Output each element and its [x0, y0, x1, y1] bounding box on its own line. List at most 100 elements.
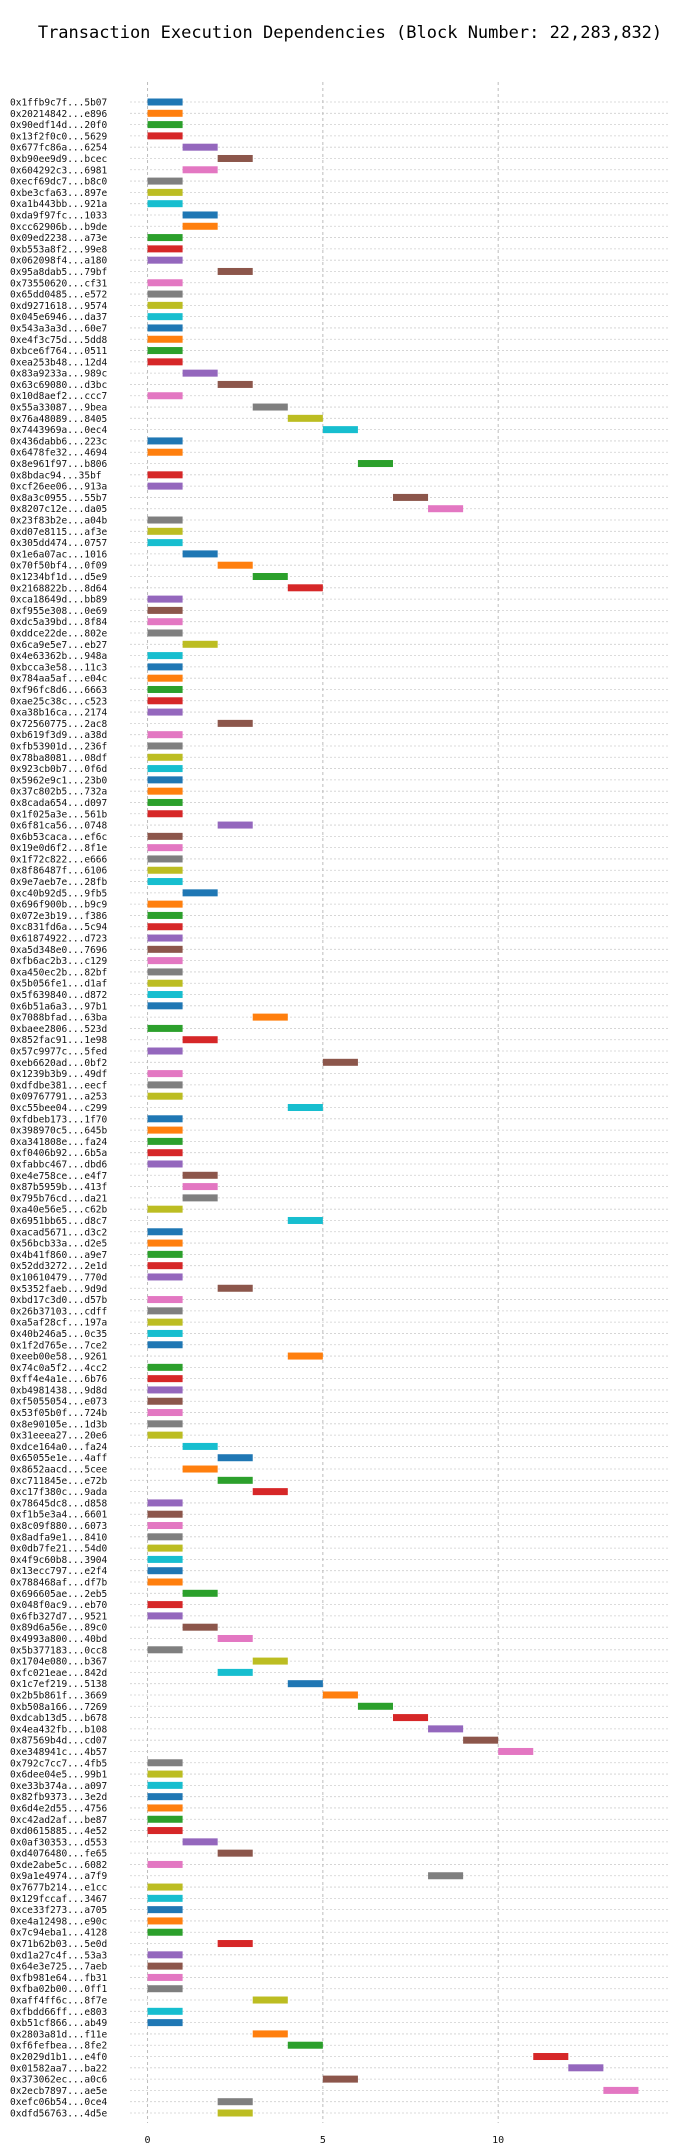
- transaction-bar: [147, 1883, 183, 1891]
- transaction-label: 0xf955e308...0e69: [10, 606, 108, 617]
- transaction-label: 0xdfdbe381...eecf: [10, 1080, 107, 1091]
- transaction-bar: [147, 708, 183, 716]
- transaction-bar: [147, 1262, 183, 1270]
- transaction-label: 0xd9271618...9574: [10, 301, 108, 312]
- transaction-label: 0xfb6ac2b3...c129: [10, 956, 108, 967]
- transaction-label: 0x2b5b861f...3669: [10, 1690, 108, 1701]
- transaction-label: 0xbcca3e58...11c3: [10, 662, 107, 673]
- transaction-bar: [428, 1872, 464, 1880]
- transaction-bar: [217, 2109, 253, 2117]
- transaction-bar: [568, 2064, 604, 2072]
- transaction-label: 0x64e3e725...7aeb: [10, 1962, 108, 1973]
- transaction-label: 0x072e3b19...f386: [10, 911, 108, 922]
- transaction-bar: [147, 301, 183, 309]
- transaction-bar: [147, 1612, 183, 1620]
- transaction-bar: [147, 1205, 183, 1213]
- transaction-bar: [322, 2075, 358, 2083]
- transaction-bar: [147, 177, 183, 185]
- transaction-bar: [147, 731, 183, 739]
- transaction-label: 0xb4981438...9d8d: [10, 1385, 107, 1396]
- transaction-bar: [217, 821, 253, 829]
- transaction-label: 0xda9f97fc...1033: [10, 210, 107, 221]
- transaction-label: 0xc831fd6a...5c94: [10, 922, 108, 933]
- transaction-bar: [147, 437, 183, 445]
- transaction-label: 0x37c802b5...732a: [10, 787, 107, 798]
- transaction-bar: [147, 1985, 183, 1993]
- transaction-bar: [182, 1465, 218, 1473]
- transaction-label: 0xeb6620ad...0bf2: [10, 1058, 107, 1069]
- transaction-bar: [498, 1747, 534, 1755]
- transaction-bar: [147, 313, 183, 321]
- transaction-label: 0x7677b214...e1cc: [10, 1883, 107, 1894]
- transaction-label: 0x78ba8081...08df: [10, 753, 107, 764]
- transaction-label: 0xaff4ff6c...8f7e: [10, 1996, 108, 2007]
- transaction-label: 0x6ca9e5e7...eb27: [10, 640, 107, 651]
- transaction-bar: [147, 527, 183, 535]
- transaction-label: 0xca18649d...bb89: [10, 595, 108, 606]
- transaction-bar: [147, 945, 183, 953]
- transaction-bar: [147, 132, 183, 140]
- transaction-label: 0xde2abe5c...6082: [10, 1860, 107, 1871]
- transaction-bar: [147, 923, 183, 931]
- transaction-label: 0x53f05b0f...724b: [10, 1408, 108, 1419]
- transaction-bar: [147, 991, 183, 999]
- transaction-label: 0xcf26ee06...913a: [10, 482, 107, 493]
- transaction-bar: [147, 1499, 183, 1507]
- transaction-label: 0xcc62906b...b9de: [10, 222, 108, 233]
- bars: [147, 98, 639, 2117]
- transaction-label: 0xfdbeb173...1f70: [10, 1114, 108, 1125]
- transaction-bar: [463, 1736, 499, 1744]
- transaction-bar: [147, 742, 183, 750]
- transaction-bar: [217, 154, 253, 162]
- transaction-label: 0x6b51a6a3...97b1: [10, 1001, 108, 1012]
- transaction-bar: [147, 516, 183, 524]
- transaction-label: 0x10610479...770d: [10, 1272, 107, 1283]
- transaction-label: 0x852fac91...1e98: [10, 1035, 108, 1046]
- transaction-bar: [147, 1793, 183, 1801]
- transaction-bar: [147, 1296, 183, 1304]
- transaction-bar: [147, 200, 183, 208]
- transaction-label: 0xea253b48...12d4: [10, 357, 108, 368]
- transaction-label: 0x65055e1e...4aff: [10, 1453, 107, 1464]
- transaction-bar: [147, 1363, 183, 1371]
- transaction-bar: [252, 1996, 288, 2004]
- transaction-label: 0xfbdd66ff...e803: [10, 2007, 107, 2018]
- transaction-bar: [147, 290, 183, 298]
- transaction-label: 0x57c9977c...5fed: [10, 1047, 107, 1058]
- transaction-bar: [603, 2086, 639, 2094]
- transaction-label: 0xbd17c3d0...d57b: [10, 1295, 108, 1306]
- transaction-label: 0x436dabb6...223c: [10, 436, 107, 447]
- transaction-bar: [147, 1522, 183, 1530]
- transaction-label: 0x6dee04e5...99b1: [10, 1770, 108, 1781]
- transaction-label: 0x788468af...df7b: [10, 1578, 108, 1589]
- transaction-bar: [217, 380, 253, 388]
- transaction-label: 0x65dd0485...e572: [10, 290, 107, 301]
- transaction-label: 0x09ed2238...a73e: [10, 233, 108, 244]
- transaction-label: 0xb51cf866...ab49: [10, 2018, 108, 2029]
- transaction-label: 0x5b377183...0cc8: [10, 1645, 108, 1656]
- transaction-bar: [182, 1442, 218, 1450]
- transaction-label: 0xd07e8115...af3e: [10, 527, 108, 538]
- transaction-bar: [287, 584, 323, 592]
- transaction-label: 0xb90ee9d9...bcec: [10, 154, 107, 165]
- transaction-label: 0x4ea432fb...b108: [10, 1724, 108, 1735]
- transaction-bar: [147, 448, 183, 456]
- transaction-label: 0x6fb327d7...9521: [10, 1611, 108, 1622]
- transaction-label: 0xbaee2806...523d: [10, 1024, 107, 1035]
- transaction-bar: [147, 855, 183, 863]
- transaction-label: 0xdcab13d5...b678: [10, 1713, 108, 1724]
- transaction-bar: [252, 1657, 288, 1665]
- transaction-bar: [147, 234, 183, 242]
- transaction-bar: [357, 1702, 393, 1710]
- transaction-label: 0x70f50bf4...0f09: [10, 561, 108, 572]
- transaction-bar: [147, 618, 183, 626]
- transaction-label: 0xce33f273...a705: [10, 1905, 107, 1916]
- transaction-bar: [147, 1860, 183, 1868]
- transaction-label: 0x8a3c0955...55b7: [10, 493, 107, 504]
- transaction-bar: [182, 222, 218, 230]
- transaction-label: 0x305dd474...0757: [10, 538, 107, 549]
- transaction-bar: [147, 1770, 183, 1778]
- transaction-label: 0x8bdac94...35bf: [10, 470, 102, 481]
- transaction-bar: [147, 1239, 183, 1247]
- transaction-label: 0x52dd3272...2e1d: [10, 1261, 107, 1272]
